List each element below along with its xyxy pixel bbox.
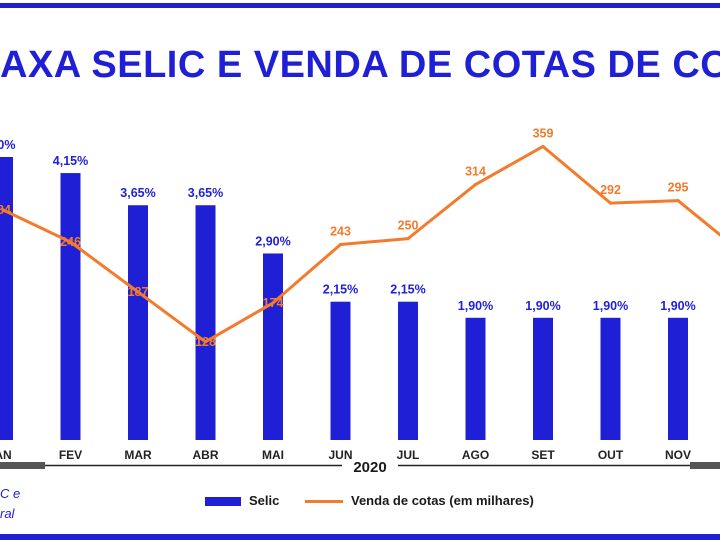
cotas-value-label: 84 [0, 203, 11, 217]
cotas-point [68, 240, 73, 244]
selic-bar [128, 205, 148, 440]
legend-swatch-selic [205, 497, 241, 507]
selic-bar [0, 157, 13, 440]
bottom-rule [0, 534, 720, 540]
selic-bar [398, 301, 418, 440]
chart-title: AXA SELIC E VENDA DE COTAS DE CONSÓRC [0, 44, 720, 86]
x-tick-label: AGO [462, 448, 489, 462]
cotas-point [608, 201, 613, 205]
source-note: C e ral [0, 484, 30, 524]
cotas-point [541, 144, 545, 149]
cotas-value-label: 295 [668, 181, 689, 195]
x-tick-label: NOV [665, 448, 691, 462]
legend-swatch-cotas [305, 500, 343, 504]
selic-value-label: 2,15% [390, 283, 425, 297]
cotas-value-label: 359 [533, 126, 554, 140]
x-tick-label: OUT [598, 448, 624, 462]
selic-value-label: 40% [0, 138, 16, 152]
x-tick-label: MAR [124, 448, 152, 462]
selic-bar [668, 317, 688, 440]
selic-value-label: 1,90% [593, 299, 628, 313]
selic-bar [195, 205, 216, 440]
x-tick-label: JUL [397, 448, 420, 462]
cotas-point [1, 208, 5, 212]
selic-value-label: 2,15% [323, 283, 358, 297]
legend-item-cotas: Venda de cotas (em milhares) [305, 493, 534, 508]
legend-label-selic: Selic [249, 493, 280, 508]
legend-label-cotas: Venda de cotas (em milhares) [351, 493, 534, 508]
source-note-line-1: C e [0, 486, 21, 501]
selic-value-label: 4,15% [53, 154, 88, 168]
cotas-value-label: 187 [128, 285, 149, 299]
selic-bar [263, 253, 283, 440]
cotas-value-label: 292 [600, 183, 621, 197]
cotas-value-label: 128 [195, 335, 216, 349]
selic-bar [60, 173, 81, 441]
x-tick-label: JUN [328, 448, 352, 462]
year-label-background [342, 458, 398, 474]
selic-value-label: 3,65% [120, 186, 155, 200]
selic-value-label: 1,90% [458, 299, 493, 313]
selic-value-label: 1,90% [660, 299, 695, 313]
cotas-point [473, 182, 478, 187]
top-rule [0, 3, 720, 8]
cotas-point [203, 340, 208, 344]
selic-bar [465, 317, 486, 440]
x-tick-label: SET [531, 448, 555, 462]
selic-value-label: 3,65% [188, 186, 223, 200]
cotas-value-label: 246 [60, 235, 81, 249]
selic-bar [533, 317, 553, 440]
legend-item-selic: Selic [205, 493, 279, 508]
cotas-line [1, 144, 720, 344]
selic-value-label: 2,90% [255, 234, 290, 248]
cotas-point [338, 242, 343, 247]
cotas-value-label: 174 [263, 296, 284, 310]
cotas-value-label: 243 [330, 225, 351, 239]
cotas-point [406, 237, 410, 241]
x-tick-label: ABR [193, 448, 219, 462]
cotas-point [271, 301, 275, 305]
cotas-point [676, 198, 680, 203]
source-note-line-2: ral [0, 506, 15, 521]
selic-value-label: 1,90% [525, 299, 560, 313]
cotas-point [136, 290, 140, 294]
x-tick-label: MAI [262, 448, 284, 462]
cotas-value-label: 314 [465, 165, 486, 179]
selic-bar [600, 317, 621, 440]
year-label: 2020 [353, 459, 386, 476]
x-tick-label: AN [0, 448, 12, 462]
selic-bar [330, 301, 351, 440]
cotas-value-label: 250 [398, 219, 419, 233]
x-tick-label: FEV [59, 448, 82, 462]
